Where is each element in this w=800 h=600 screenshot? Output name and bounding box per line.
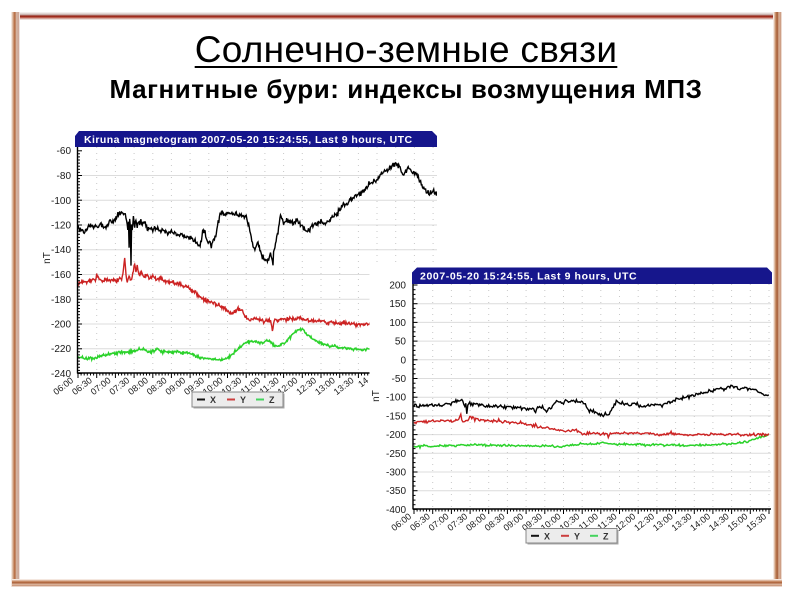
svg-text:08:30: 08:30 — [145, 375, 169, 397]
svg-text:-350: -350 — [386, 486, 406, 497]
svg-text:-240: -240 — [51, 369, 71, 380]
svg-text:Y: Y — [240, 395, 246, 405]
svg-text:-120: -120 — [51, 221, 71, 232]
svg-text:-300: -300 — [386, 468, 406, 479]
svg-text:09:00: 09:00 — [163, 375, 187, 397]
svg-text:100: 100 — [389, 318, 406, 329]
svg-text:12:30: 12:30 — [294, 375, 318, 397]
svg-text:Y: Y — [574, 531, 580, 541]
svg-text:-400: -400 — [386, 505, 406, 516]
svg-text:07:00: 07:00 — [89, 375, 113, 397]
svg-text:13:30: 13:30 — [332, 375, 356, 397]
svg-text:-220: -220 — [51, 344, 71, 355]
svg-text:-140: -140 — [51, 245, 71, 256]
svg-text:150: 150 — [389, 299, 406, 310]
svg-text:2007-05-20 15:24:55, Last 9 ho: 2007-05-20 15:24:55, Last 9 hours, UTC — [420, 271, 637, 283]
svg-text:07:30: 07:30 — [107, 375, 131, 397]
svg-text:Kiruna magnetogram 2007-05-20: Kiruna magnetogram 2007-05-20 15:24:55, … — [84, 134, 413, 146]
svg-text:Z: Z — [603, 531, 609, 541]
svg-text:50: 50 — [395, 337, 407, 348]
svg-text:14: 14 — [356, 375, 370, 389]
svg-text:Z: Z — [269, 395, 275, 405]
svg-text:X: X — [544, 531, 550, 541]
svg-text:-100: -100 — [386, 393, 406, 404]
svg-text:-180: -180 — [51, 295, 71, 306]
svg-text:-250: -250 — [386, 449, 406, 460]
svg-text:-50: -50 — [392, 374, 407, 385]
svg-text:-80: -80 — [57, 171, 72, 182]
svg-text:13:00: 13:00 — [313, 375, 337, 397]
svg-text:0: 0 — [400, 355, 406, 366]
svg-text:-200: -200 — [386, 430, 406, 441]
svg-text:nT: nT — [42, 252, 53, 264]
svg-text:-200: -200 — [51, 320, 71, 331]
svg-text:-60: -60 — [57, 146, 72, 157]
svg-text:-100: -100 — [51, 196, 71, 207]
svg-text:X: X — [210, 395, 216, 405]
svg-text:08:00: 08:00 — [126, 375, 150, 397]
svg-text:06:30: 06:30 — [70, 375, 94, 397]
svg-text:200: 200 — [389, 281, 406, 292]
svg-text:-160: -160 — [51, 270, 71, 281]
svg-text:nT: nT — [371, 390, 382, 402]
svg-text:-150: -150 — [386, 411, 406, 422]
